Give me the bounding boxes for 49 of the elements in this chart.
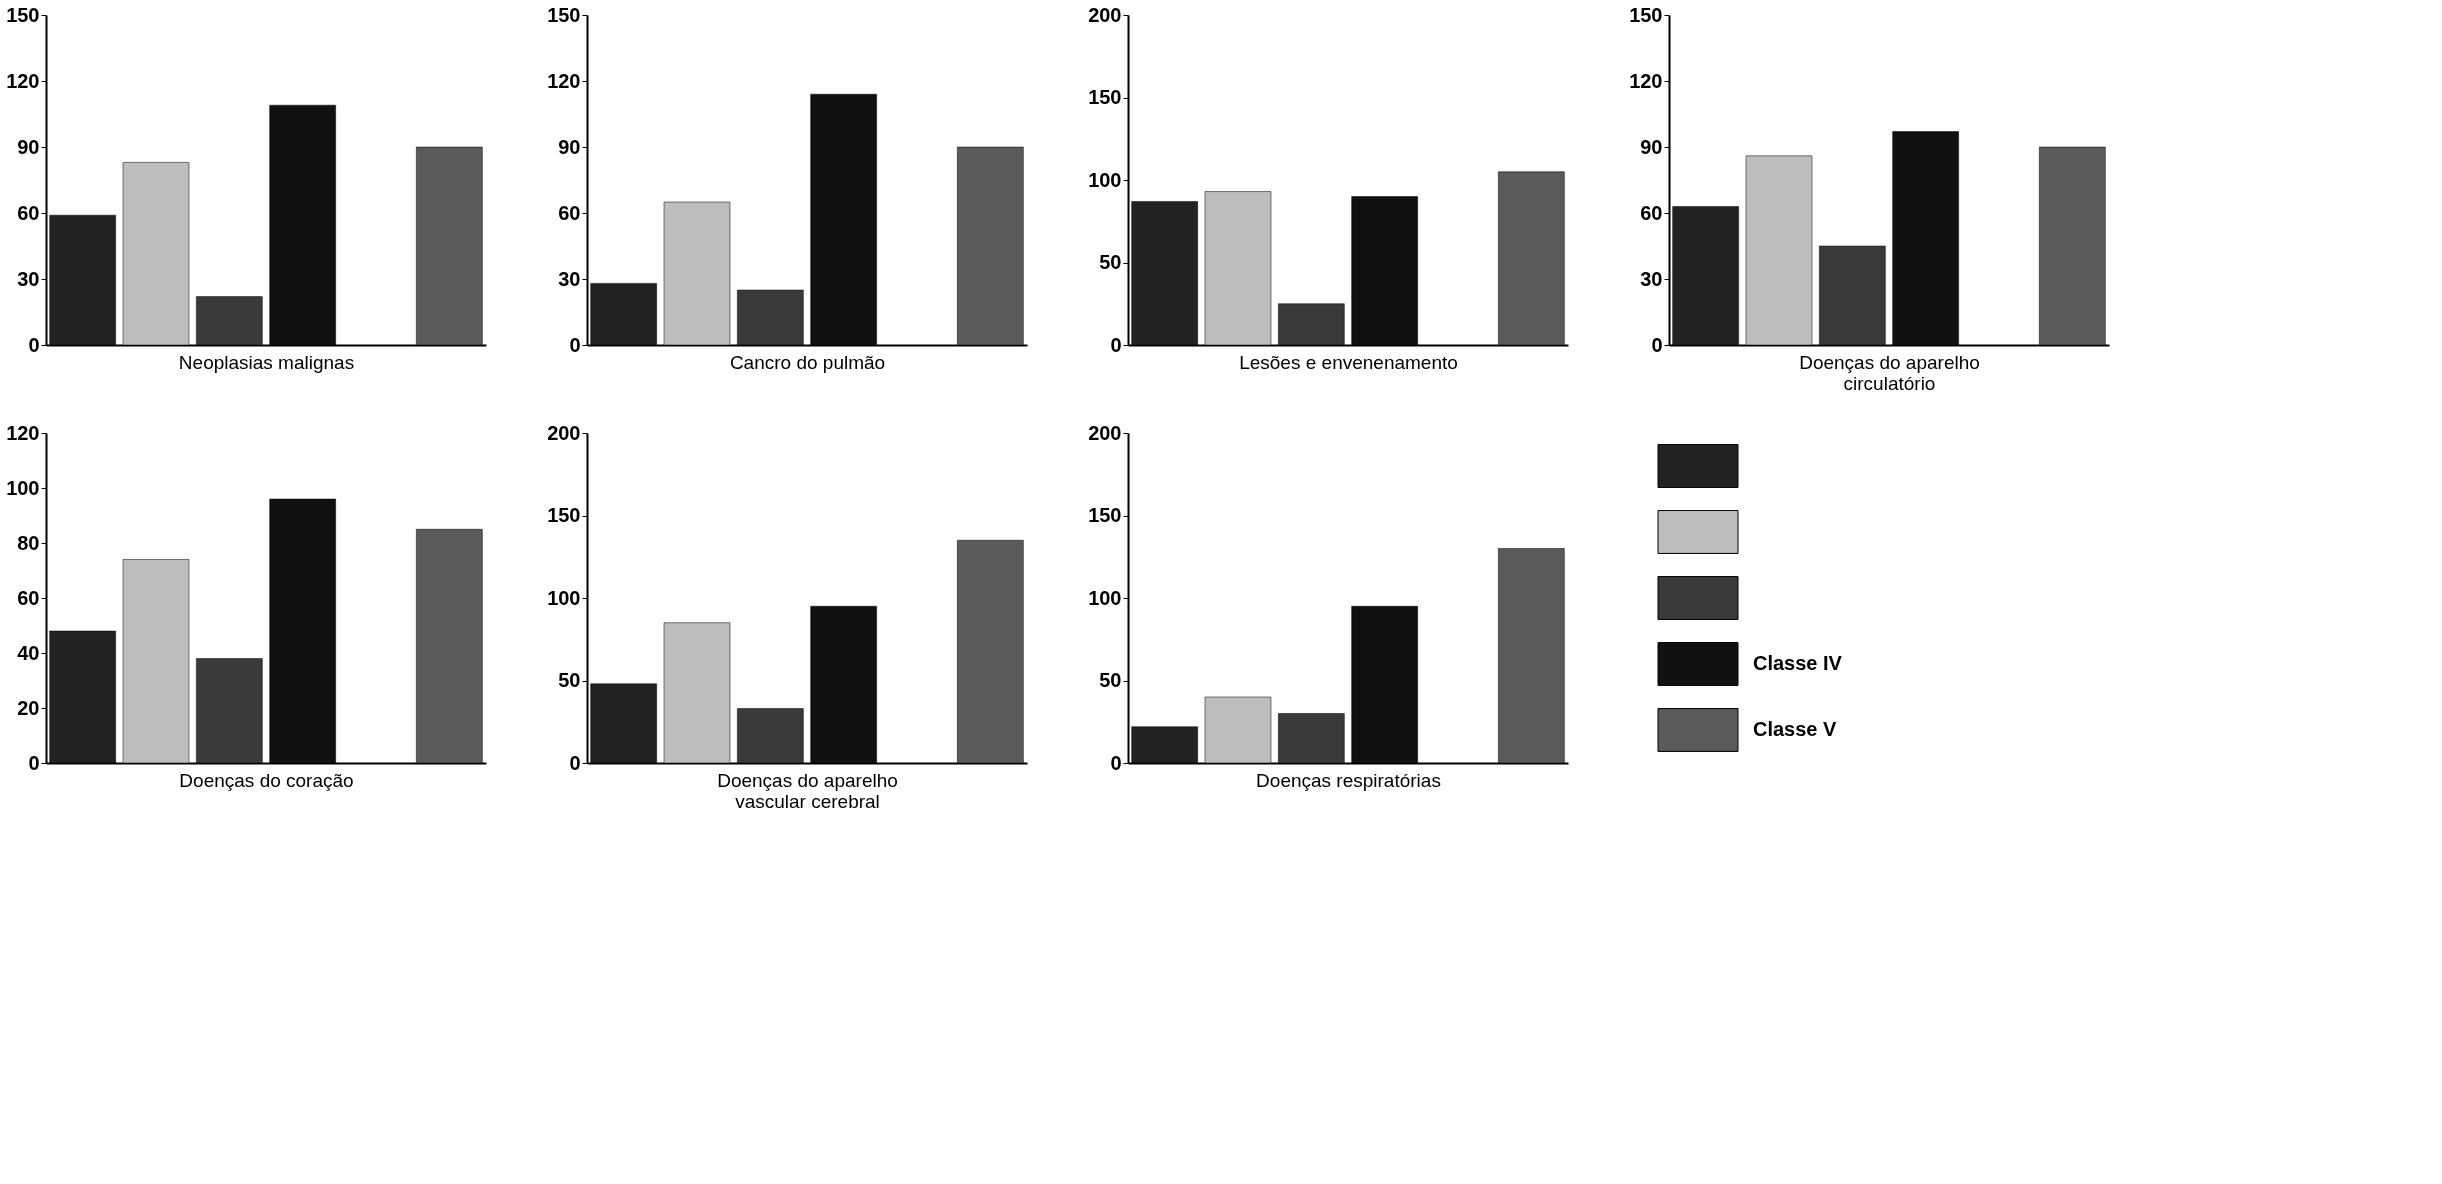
- y-tick-label: 60: [17, 586, 40, 609]
- y-tick-label: 30: [1640, 267, 1663, 290]
- y-tick-label: 120: [6, 421, 40, 444]
- y-tick-label: 120: [1629, 69, 1663, 92]
- y-tick-label: 60: [17, 201, 40, 224]
- x-axis-title: Doenças do aparelho vascular cerebral: [717, 769, 898, 812]
- y-tick-label: 0: [569, 333, 581, 356]
- y-tick-label: 0: [1651, 333, 1663, 356]
- y-tick-label: 150: [1088, 86, 1122, 108]
- y-tick-label: 100: [1088, 586, 1122, 609]
- y-tick-label: 150: [547, 504, 581, 526]
- y-tick-label: 40: [17, 641, 40, 664]
- y-tick-label: 90: [1640, 135, 1663, 158]
- y-tick-label: 100: [6, 476, 40, 499]
- y-tick-label: 120: [547, 69, 581, 92]
- x-axis-title: Neoplasias malignas: [178, 351, 355, 373]
- y-tick-label: 0: [28, 751, 40, 774]
- y-tick-label: 30: [558, 267, 581, 290]
- y-tick-label: 30: [17, 267, 40, 290]
- y-tick-label: 80: [17, 531, 40, 554]
- x-axis-title: Cancro do pulmão: [729, 351, 886, 373]
- y-tick-label: 200: [1088, 421, 1122, 444]
- y-tick-label: 0: [1110, 751, 1122, 774]
- x-axis-title: Doenças do aparelho circulatório: [1799, 351, 1980, 394]
- legend-label: Classe V: [1753, 718, 1838, 740]
- y-tick-label: 150: [6, 3, 40, 26]
- y-tick-label: 0: [28, 333, 40, 356]
- y-tick-label: 150: [1088, 504, 1122, 526]
- y-tick-label: 50: [1099, 251, 1122, 273]
- y-tick-label: 0: [569, 751, 581, 774]
- y-tick-label: 50: [558, 669, 581, 691]
- y-tick-label: 60: [558, 201, 581, 224]
- y-tick-label: 90: [17, 135, 40, 158]
- y-tick-label: 120: [6, 69, 40, 92]
- y-tick-label: 90: [558, 135, 581, 158]
- y-tick-label: 200: [1088, 3, 1122, 26]
- y-tick-label: 0: [1110, 333, 1122, 356]
- y-tick-label: 100: [1088, 168, 1122, 191]
- y-tick-label: 50: [1099, 669, 1122, 691]
- y-tick-label: 100: [547, 586, 581, 609]
- x-axis-title: Lesões e envenenamento: [1239, 351, 1458, 373]
- y-tick-label: 200: [547, 421, 581, 444]
- y-tick-label: 150: [547, 3, 581, 26]
- x-axis-title: Doenças respiratórias: [1256, 769, 1441, 791]
- y-tick-label: 60: [1640, 201, 1663, 224]
- y-tick-label: 150: [1629, 3, 1663, 26]
- y-tick-label: 20: [17, 696, 40, 719]
- legend-label: Classe IV: [1753, 652, 1843, 674]
- x-axis-title: Doenças do coração: [179, 769, 354, 791]
